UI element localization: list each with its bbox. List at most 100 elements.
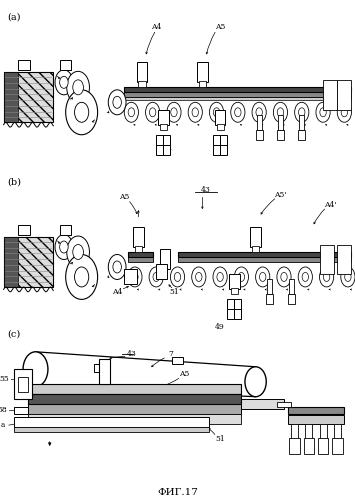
Bar bbox=[138, 81, 146, 87]
Bar bbox=[337, 245, 351, 274]
Bar bbox=[4, 72, 18, 122]
Circle shape bbox=[73, 80, 83, 95]
Bar bbox=[288, 407, 344, 414]
Text: 7: 7 bbox=[168, 350, 173, 358]
Circle shape bbox=[67, 236, 89, 268]
Circle shape bbox=[320, 108, 326, 117]
Circle shape bbox=[60, 241, 68, 253]
Circle shape bbox=[66, 254, 98, 299]
Bar bbox=[18, 377, 28, 392]
Bar bbox=[4, 237, 18, 287]
Circle shape bbox=[73, 245, 83, 259]
Bar bbox=[163, 145, 170, 155]
Bar bbox=[215, 110, 225, 125]
Text: (b): (b) bbox=[7, 178, 21, 187]
Bar bbox=[332, 438, 343, 454]
Circle shape bbox=[252, 102, 266, 122]
Bar bbox=[199, 81, 206, 87]
Bar bbox=[252, 246, 259, 252]
Circle shape bbox=[167, 102, 181, 122]
Circle shape bbox=[149, 108, 156, 117]
Circle shape bbox=[299, 108, 305, 117]
Bar bbox=[133, 227, 144, 247]
Bar bbox=[124, 269, 137, 284]
Circle shape bbox=[174, 272, 181, 281]
Text: 51a: 51a bbox=[0, 421, 5, 429]
Bar bbox=[124, 92, 351, 97]
Circle shape bbox=[113, 96, 121, 108]
Bar bbox=[156, 135, 163, 145]
Circle shape bbox=[170, 267, 185, 287]
Bar bbox=[288, 294, 295, 304]
Bar bbox=[217, 124, 224, 130]
Bar bbox=[4, 237, 53, 287]
Circle shape bbox=[277, 108, 284, 117]
Bar bbox=[213, 145, 220, 155]
Bar bbox=[172, 357, 183, 364]
Bar bbox=[128, 257, 153, 262]
Bar bbox=[156, 145, 163, 155]
Circle shape bbox=[337, 102, 351, 122]
Bar bbox=[234, 299, 241, 309]
Bar bbox=[220, 145, 227, 155]
Text: (a): (a) bbox=[7, 13, 21, 22]
Bar bbox=[18, 60, 30, 70]
Circle shape bbox=[341, 267, 355, 287]
Bar bbox=[160, 250, 170, 269]
Bar bbox=[257, 115, 262, 130]
Circle shape bbox=[75, 102, 89, 122]
Text: 51: 51 bbox=[169, 288, 179, 296]
Circle shape bbox=[23, 352, 48, 387]
Text: 43: 43 bbox=[126, 350, 136, 358]
Bar bbox=[323, 80, 337, 110]
Bar bbox=[305, 424, 312, 439]
Bar bbox=[231, 288, 238, 294]
Bar bbox=[124, 87, 351, 92]
Bar bbox=[60, 225, 71, 235]
Bar bbox=[337, 80, 351, 110]
Circle shape bbox=[108, 90, 126, 115]
Circle shape bbox=[235, 108, 241, 117]
Text: A4: A4 bbox=[112, 288, 122, 296]
Bar bbox=[156, 264, 167, 279]
Bar bbox=[28, 404, 241, 414]
Text: A5': A5' bbox=[274, 191, 287, 199]
Bar bbox=[213, 135, 220, 145]
Bar bbox=[18, 225, 30, 235]
Circle shape bbox=[316, 102, 330, 122]
Text: 47: 47 bbox=[219, 148, 229, 156]
Bar bbox=[234, 309, 241, 319]
Circle shape bbox=[231, 102, 245, 122]
Circle shape bbox=[277, 267, 291, 287]
Bar bbox=[299, 115, 304, 130]
Circle shape bbox=[124, 102, 138, 122]
Circle shape bbox=[171, 108, 177, 117]
Bar bbox=[229, 274, 240, 289]
Bar bbox=[227, 299, 234, 309]
Bar bbox=[14, 427, 209, 432]
Bar bbox=[278, 115, 283, 130]
Text: 47: 47 bbox=[233, 313, 243, 321]
Circle shape bbox=[345, 272, 351, 281]
Bar bbox=[163, 135, 170, 145]
Circle shape bbox=[113, 261, 121, 273]
Bar bbox=[320, 245, 334, 274]
Circle shape bbox=[108, 254, 126, 279]
Bar bbox=[288, 415, 344, 424]
Bar bbox=[128, 252, 153, 257]
Circle shape bbox=[213, 108, 220, 117]
Bar bbox=[178, 252, 351, 257]
Circle shape bbox=[209, 102, 224, 122]
Text: (c): (c) bbox=[7, 330, 20, 339]
Text: A4': A4' bbox=[324, 201, 337, 209]
Bar bbox=[227, 309, 234, 319]
Bar bbox=[256, 130, 263, 140]
Circle shape bbox=[146, 102, 160, 122]
Bar bbox=[289, 438, 300, 454]
Bar bbox=[160, 124, 167, 130]
Text: A4: A4 bbox=[151, 23, 162, 31]
Circle shape bbox=[75, 267, 89, 287]
Circle shape bbox=[256, 267, 270, 287]
Circle shape bbox=[238, 272, 245, 281]
Bar bbox=[241, 399, 284, 409]
